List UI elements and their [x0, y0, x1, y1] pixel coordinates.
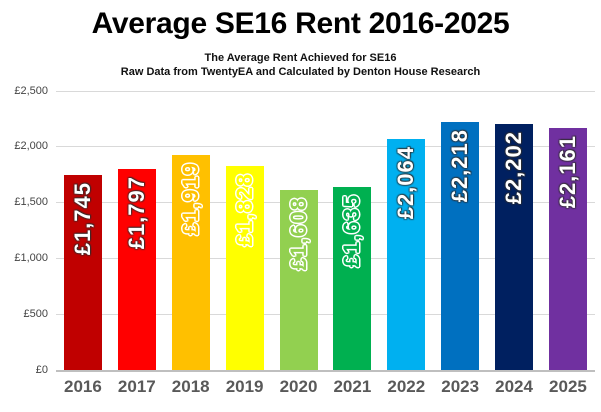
x-axis-label-text: 2019: [225, 376, 264, 396]
x-axis: 2016 2017 2018 2019 2020 2021 2022 2023 2024 2025: [56, 377, 595, 397]
gridline: [56, 146, 595, 148]
x-axis-label-text: 2016: [64, 376, 102, 396]
x-axis-label-2025: 2025: [549, 377, 587, 397]
x-axis-label-2018: 2018: [172, 377, 210, 397]
y-tick-label: £1,500: [14, 196, 48, 209]
x-axis-label-text: 2024: [495, 376, 533, 396]
bar-2025: £2,161: [548, 128, 587, 370]
bar-value-label: £2,202: [501, 130, 527, 205]
subtitle-line-2: Raw Data from TwentyEA and Calculated by…: [120, 66, 481, 79]
bar-2024: £2,202: [495, 123, 534, 370]
gridline: [56, 90, 595, 92]
bar-value-label: £1,797: [123, 176, 149, 250]
bar-value-label: £1,608: [285, 197, 311, 271]
x-axis-label-text: 2018: [171, 376, 210, 396]
bar-chart: £0 £500 £1,000 £1,500 £2,000 £2,500 £1,745 £1,…: [0, 85, 595, 397]
bar-2022: £2,064: [387, 139, 426, 370]
x-axis-label-text: 2020: [279, 376, 318, 396]
x-axis-label-text: 2023: [441, 376, 480, 396]
bar-value-label: £1,635: [339, 194, 365, 268]
bar-2023: £2,218: [441, 122, 480, 370]
chart-title: Average SE16 Rent 2016-2025: [91, 7, 510, 40]
x-axis-label-text: 2021: [333, 376, 372, 396]
bar-2017: £1,797: [117, 169, 156, 370]
y-tick-label: £2,500: [14, 84, 48, 97]
bar-2018: £1,919: [171, 155, 210, 370]
x-axis-label-text: 2025: [549, 376, 587, 396]
x-axis-label-2019: 2019: [226, 377, 264, 397]
x-axis-label-2024: 2024: [495, 377, 533, 397]
bar-value-label: £2,161: [554, 135, 580, 209]
plot-area: £1,745 £1,797 £1,919 £1,828 £1,608 £1,635 £2,0…: [56, 90, 595, 372]
x-axis-label-2020: 2020: [280, 377, 318, 397]
y-axis: £0 £500 £1,000 £1,500 £2,000 £2,500: [0, 85, 48, 376]
x-axis-label-2017: 2017: [118, 377, 156, 397]
x-axis-label-2021: 2021: [333, 377, 371, 397]
y-tick-label: £0: [35, 363, 48, 376]
bar-value-label: £1,919: [177, 162, 203, 236]
x-axis-label-text: 2022: [387, 376, 426, 396]
x-axis-label-2022: 2022: [387, 377, 425, 397]
bars: £1,745 £1,797 £1,919 £1,828 £1,608 £1,635 £2,0…: [56, 91, 595, 370]
bar-value-label: £2,064: [393, 146, 419, 220]
bar-2016: £1,745: [63, 174, 102, 370]
bar-2020: £1,608: [279, 190, 318, 370]
gridlines: [56, 90, 595, 370]
bar-value-label: £1,745: [69, 181, 95, 256]
y-tick-label: £1,000: [14, 251, 48, 264]
bar-value-label: £1,828: [231, 172, 257, 246]
y-tick-label: £2,000: [14, 140, 48, 153]
x-axis-label-2016: 2016: [64, 377, 102, 397]
x-axis-label-2023: 2023: [441, 377, 479, 397]
bar-2021: £1,635: [333, 187, 372, 370]
gridline: [56, 313, 595, 315]
y-tick-label: £500: [23, 307, 48, 320]
gridline: [56, 257, 595, 259]
subtitle-line-1: The Average Rent Achieved for SE16: [204, 51, 397, 64]
bar-value-label: £2,218: [447, 129, 473, 203]
chart-subtitle: The Average Rent Achieved for SE16 Raw D…: [0, 51, 601, 80]
bar-2019: £1,828: [225, 165, 264, 370]
gridline: [56, 202, 595, 204]
x-axis-label-text: 2017: [117, 376, 156, 396]
